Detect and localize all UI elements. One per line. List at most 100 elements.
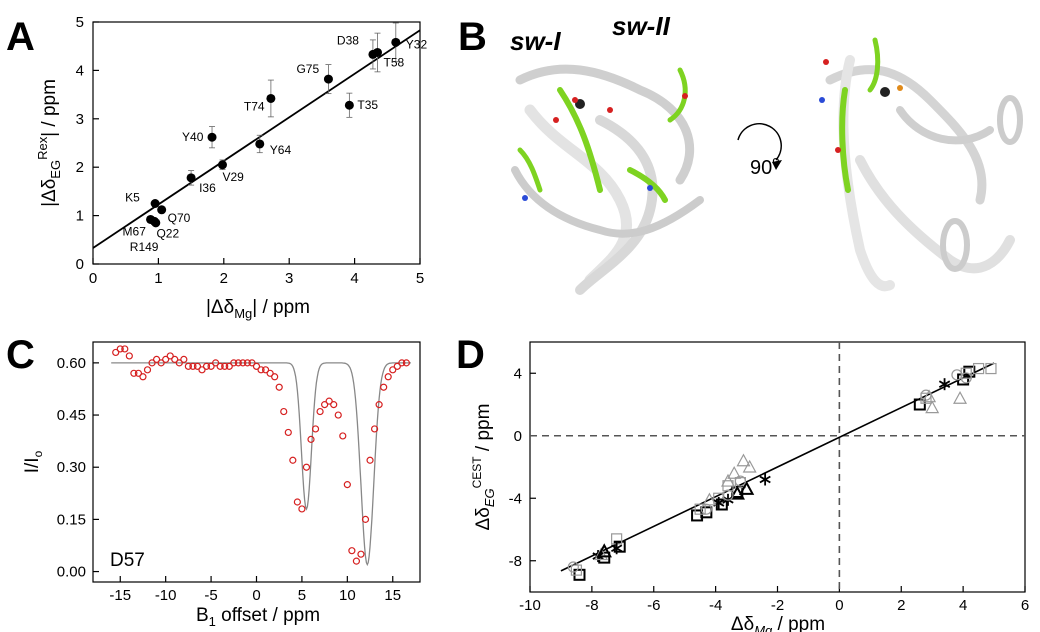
point-label: V29 <box>222 170 244 184</box>
data-point <box>261 366 270 374</box>
data-point <box>343 481 351 489</box>
y-tick-label: 4 <box>76 62 84 79</box>
data-point <box>298 505 306 513</box>
square-marker <box>700 506 713 519</box>
y-tick-label: 2 <box>76 159 84 176</box>
panel-c-chart: -15 -10 -5 0 5 10 15 0.00 0.15 0.30 0.45 0.60 D57 B… <box>22 341 421 629</box>
data-point <box>139 373 147 381</box>
x-tick-label: 1 <box>154 270 162 287</box>
data-point <box>311 425 320 433</box>
data-point <box>393 362 401 370</box>
panel-d-fit <box>560 362 995 572</box>
x-tick-label: -15 <box>109 587 131 604</box>
triangle-marker <box>594 547 609 561</box>
point-label: M67 <box>123 224 147 238</box>
square-marker <box>570 564 583 576</box>
data-point <box>398 359 406 367</box>
circle-marker <box>722 489 734 501</box>
panel-a-ticks: 0 1 2 3 4 5 0 1 2 3 4 5 <box>76 14 425 287</box>
point-label: Y64 <box>270 143 292 157</box>
x-tick-label: 0 <box>89 270 97 287</box>
data-point <box>112 348 120 357</box>
star-marker <box>759 473 771 486</box>
x-tick-label: 2 <box>220 270 228 287</box>
star-marker <box>938 378 951 391</box>
protein-structure-left <box>511 64 704 295</box>
star-marker <box>610 542 623 555</box>
panel-c-xlabel: B1 offset / ppm <box>196 605 320 629</box>
rotation-angle: 90o <box>750 153 779 179</box>
fit-line <box>560 362 995 572</box>
y-tick-label: 0.00 <box>57 564 86 581</box>
y-tick-label: 0.45 <box>57 407 86 424</box>
data-point <box>134 369 143 377</box>
star-stroke <box>938 380 951 388</box>
triangle-marker <box>922 389 937 403</box>
square-marker <box>913 398 926 411</box>
data-point <box>184 362 192 370</box>
data-point <box>380 383 388 391</box>
data-point <box>239 359 247 367</box>
point-label: Y32 <box>406 37 428 51</box>
point-label: T58 <box>383 55 404 69</box>
data-point <box>339 432 347 440</box>
square-marker <box>694 503 706 515</box>
y-tick-label: 0 <box>76 256 84 273</box>
x-tick-label: -2 <box>771 597 784 614</box>
data-point <box>248 359 256 367</box>
data-point <box>302 463 311 471</box>
data-point <box>193 362 202 370</box>
data-point <box>357 550 365 558</box>
triangle-marker <box>736 453 751 467</box>
square-marker <box>985 362 997 375</box>
data-point <box>207 132 217 142</box>
data-point <box>171 355 179 363</box>
triangle-marker <box>953 390 968 404</box>
point-label: G75 <box>296 62 319 76</box>
circle-marker <box>700 503 712 515</box>
panel-a-fit <box>92 29 421 249</box>
data-point <box>148 359 156 367</box>
data-point <box>230 359 238 367</box>
data-point <box>216 362 224 370</box>
panel-c-fit-curve <box>111 362 411 567</box>
data-point <box>321 401 329 409</box>
sw2-label: sw-II <box>612 11 671 41</box>
panel-a-ylabel: |ΔδEGRex| / ppm <box>35 79 63 207</box>
square-marker <box>963 365 976 378</box>
data-point <box>175 359 183 367</box>
data-point <box>334 411 342 419</box>
x-tick-label: -5 <box>204 587 217 604</box>
circle-marker <box>734 475 746 487</box>
x-tick-label: 5 <box>298 587 306 604</box>
star-stroke <box>610 544 623 553</box>
panel-c-points <box>112 345 410 565</box>
sw1-label: sw-I <box>510 26 561 56</box>
data-point <box>266 93 276 103</box>
panel-d-xlabel: ΔδMg / ppm <box>731 614 825 632</box>
data-point <box>212 359 220 367</box>
triangle-marker <box>738 480 755 495</box>
panel-d-ylabel: ΔδEGCEST / ppm <box>470 404 497 531</box>
data-point <box>323 74 333 84</box>
point-label: Y40 <box>182 130 204 144</box>
x-tick-label: 5 <box>416 270 424 287</box>
y-tick-label: -4 <box>509 490 522 507</box>
data-point <box>198 366 206 374</box>
data-point <box>225 362 233 370</box>
x-tick-label: -4 <box>709 597 722 614</box>
data-point <box>202 362 211 370</box>
data-point <box>162 355 170 363</box>
data-point <box>370 425 379 433</box>
y-tick-label: 0.30 <box>57 459 86 476</box>
x-tick-label: 0 <box>252 587 260 604</box>
panel-c-ylabel: I/Io <box>22 450 45 473</box>
triangle-marker <box>727 465 742 479</box>
data-point <box>125 352 133 360</box>
circle-marker <box>567 561 579 573</box>
x-tick-label: 4 <box>350 270 358 287</box>
x-tick-label: -10 <box>155 587 177 604</box>
data-point <box>307 435 315 443</box>
